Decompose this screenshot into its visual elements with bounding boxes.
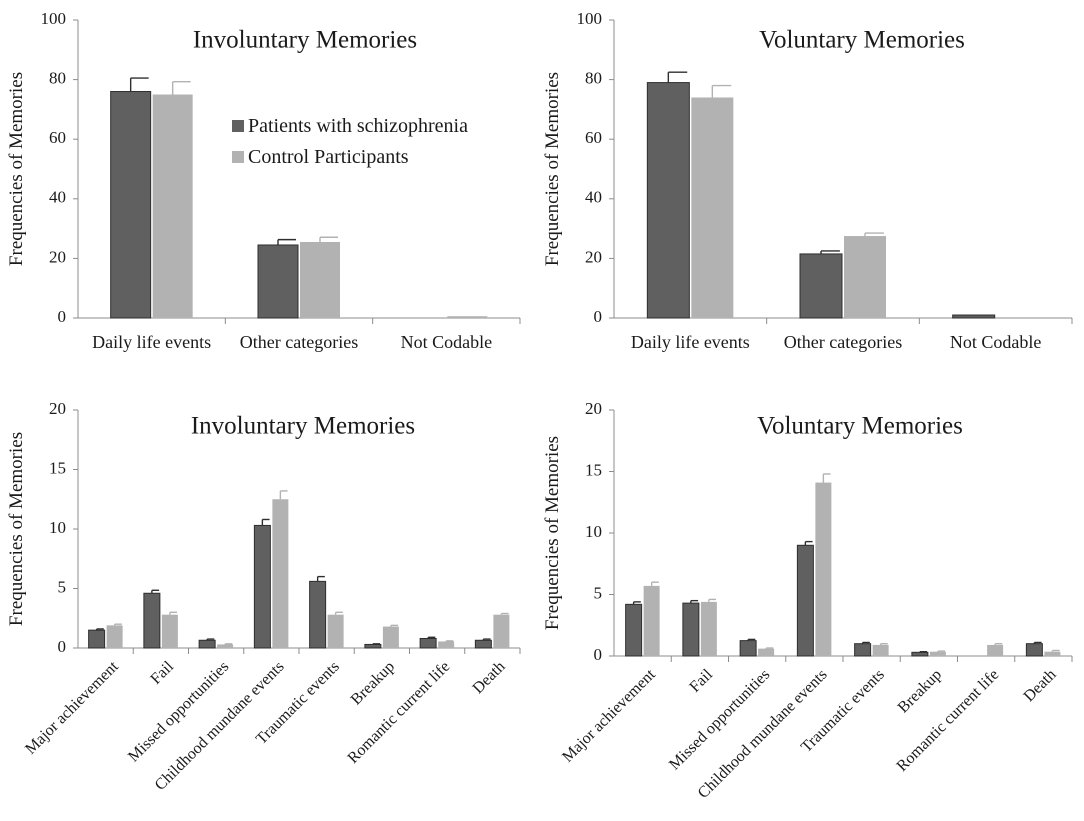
legend-swatch-patients — [232, 120, 244, 132]
y-tick-label: 60 — [49, 128, 66, 147]
bar-controls — [106, 625, 123, 648]
bar-controls — [643, 585, 660, 656]
y-tick-label: 10 — [49, 518, 66, 537]
bar-controls — [872, 644, 889, 656]
y-axis-label: Frequencies of Memories — [6, 72, 27, 266]
y-tick-label: 15 — [49, 458, 66, 477]
y-tick-label: 10 — [585, 522, 602, 541]
x-tick-label: Death — [470, 658, 509, 697]
x-tick-label: Daily life events — [92, 332, 211, 352]
y-tick-label: 40 — [49, 188, 66, 207]
bar-controls — [1044, 651, 1061, 656]
bar-patients — [739, 640, 757, 657]
bar-patients — [88, 629, 106, 649]
bar-controls — [758, 648, 775, 656]
chart-voluntary-main-categories: Voluntary Memories Frequencies of Memorie… — [542, 9, 1073, 352]
bar-patients — [799, 253, 843, 319]
bar-controls — [438, 641, 455, 648]
bar-controls — [447, 316, 488, 318]
x-tick-label: Daily life events — [631, 332, 750, 352]
bar-controls — [327, 614, 344, 648]
y-tick-label: 100 — [41, 9, 67, 28]
bar-patients — [646, 82, 690, 319]
legend-swatch-controls — [232, 151, 244, 163]
chart-title: Involuntary Memories — [191, 413, 415, 440]
y-tick-label: 20 — [49, 399, 66, 418]
bar-patients — [911, 651, 929, 657]
x-tick-label: Breakup — [895, 666, 945, 716]
y-tick-label: 0 — [594, 307, 603, 326]
chart-title: Voluntary Memories — [759, 27, 965, 54]
bar-patients — [257, 244, 299, 319]
bar-patients — [364, 643, 382, 649]
chart-voluntary-subcategories: Voluntary Memories Frequencies of Memorie… — [542, 399, 1073, 802]
bar-controls — [929, 651, 946, 656]
bar-patients — [309, 580, 327, 649]
bar-patients — [198, 639, 216, 649]
chart-involuntary-main-categories: Involuntary Memories Frequencies of Memor… — [6, 9, 521, 352]
y-axis-label: Frequencies of Memories — [6, 432, 27, 626]
x-tick-label: Not Codable — [401, 332, 493, 352]
y-tick-label: 0 — [58, 307, 67, 326]
y-tick-label: 20 — [49, 247, 66, 266]
y-tick-label: 20 — [585, 247, 602, 266]
y-tick-label: 5 — [594, 583, 603, 602]
bar-controls — [815, 482, 832, 656]
x-tick-label: Other categories — [240, 332, 358, 352]
bar-controls — [691, 97, 734, 318]
bar-patients — [474, 639, 492, 649]
x-tick-label: Fail — [686, 666, 716, 696]
y-tick-label: 0 — [58, 637, 67, 656]
y-tick-label: 60 — [585, 128, 602, 147]
bar-controls — [217, 644, 234, 648]
y-tick-label: 20 — [585, 399, 602, 418]
bar-controls — [493, 614, 510, 648]
chart-title: Voluntary Memories — [757, 413, 963, 440]
x-tick-label: Fail — [147, 658, 177, 688]
bar-patients — [952, 314, 996, 319]
bar-controls — [161, 614, 178, 648]
x-tick-label: Not Codable — [950, 332, 1042, 352]
bar-controls — [152, 94, 193, 318]
legend-label-controls: Control Participants — [248, 146, 409, 168]
x-tick-label: Romantic current life — [894, 666, 1003, 775]
chart-title: Involuntary Memories — [193, 27, 417, 54]
y-tick-label: 15 — [585, 460, 602, 479]
x-tick-label: Breakup — [348, 658, 398, 708]
legend-label-patients: Patients with schizophrenia — [248, 115, 468, 137]
x-tick-label: Major achievement — [559, 666, 659, 766]
y-tick-label: 80 — [585, 69, 602, 88]
bar-controls — [272, 499, 289, 648]
bar-patients — [143, 592, 161, 649]
bar-patients — [253, 524, 271, 649]
bar-patients — [110, 91, 152, 319]
y-tick-label: 100 — [577, 9, 603, 28]
bar-patients — [625, 603, 643, 657]
y-tick-label: 80 — [49, 69, 66, 88]
bar-patients — [682, 602, 700, 657]
bar-patients — [1025, 643, 1043, 657]
y-axis-label: Frequencies of Memories — [542, 72, 563, 266]
bar-controls — [382, 626, 399, 648]
bar-controls — [844, 236, 886, 318]
bar-controls — [700, 601, 717, 656]
bar-patients — [854, 643, 872, 657]
x-tick-label: Other categories — [784, 332, 902, 352]
y-tick-label: 5 — [58, 577, 67, 596]
chart-involuntary-subcategories: Involuntary Memories Frequencies of Memor… — [6, 399, 521, 794]
x-tick-label: Missed opportunities — [666, 666, 773, 773]
x-tick-label: Missed opportunities — [125, 658, 232, 765]
bar-controls — [300, 242, 340, 318]
bar-patients — [796, 544, 814, 657]
x-tick-label: Major achievement — [22, 658, 122, 758]
bar-controls — [987, 644, 1004, 656]
x-tick-label: Romantic current life — [345, 658, 454, 767]
y-tick-label: 40 — [585, 188, 602, 207]
x-tick-label: Death — [1021, 666, 1060, 705]
bar-patients — [419, 637, 437, 649]
y-tick-label: 0 — [594, 645, 603, 664]
y-axis-label: Frequencies of Memories — [542, 436, 563, 630]
legend: Patients with schizophrenia Control Part… — [232, 115, 468, 168]
